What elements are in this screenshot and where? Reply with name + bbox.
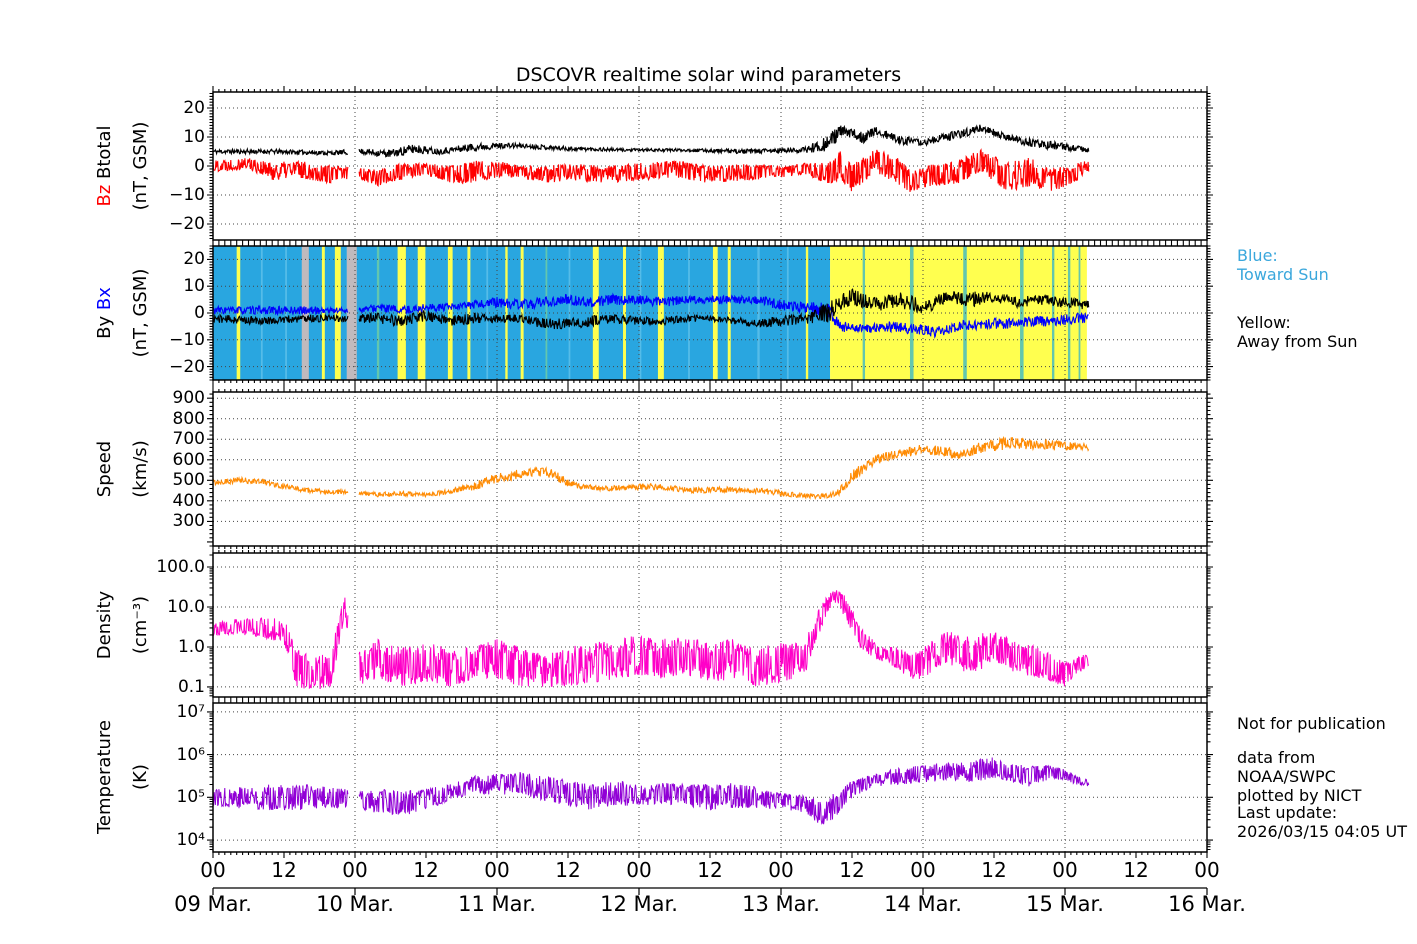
x-hour-label: 12 — [981, 858, 1007, 882]
x-date-label: 09 Mar. — [174, 892, 252, 916]
y-tick-label: 100.0 — [156, 557, 205, 577]
background-stripe — [285, 246, 287, 380]
y-tick-label: −20 — [169, 214, 205, 235]
density-panel — [207, 547, 1213, 703]
x-hour-label: 00 — [626, 858, 652, 882]
x-hour-label: 00 — [910, 858, 936, 882]
y-tick-label: 800 — [172, 408, 205, 429]
x-hour-label: 00 — [484, 858, 510, 882]
x-hour-label: 00 — [200, 858, 226, 882]
x-hour-label: 12 — [839, 858, 865, 882]
background-stripe — [545, 246, 548, 380]
x-date-label: 11 Mar. — [458, 892, 536, 916]
background-stripe — [520, 246, 524, 380]
x-date-label: 10 Mar. — [316, 892, 394, 916]
x-date-label: 16 Mar. — [1168, 892, 1246, 916]
y-tick-label: 10⁴ — [176, 830, 205, 851]
y-tick-label: 10.0 — [167, 596, 205, 617]
background-stripe — [909, 246, 914, 380]
note-not-for-publication: Not for publication — [1237, 714, 1386, 733]
series-density — [213, 590, 1090, 690]
background-stripe — [712, 246, 718, 380]
background-stripe — [346, 246, 357, 380]
y-tick-label: 400 — [172, 490, 205, 511]
magnetic-field-xy-panel — [207, 240, 1213, 386]
x-date-label: 13 Mar. — [742, 892, 820, 916]
y-tick-label: 10 — [183, 276, 205, 297]
background-stripe — [467, 246, 471, 380]
y-tick-label: 600 — [172, 449, 205, 470]
y-tick-label: 10 — [183, 126, 205, 147]
x-date-label: 14 Mar. — [884, 892, 962, 916]
background-stripe — [486, 246, 489, 380]
x-hour-label: 12 — [555, 858, 581, 882]
y-tick-label: 20 — [183, 97, 205, 118]
x-hour-label: 12 — [697, 858, 723, 882]
y-tick-label: 500 — [172, 470, 205, 491]
magnetic-field-panel — [207, 86, 1213, 246]
y-tick-label: 0 — [194, 303, 205, 323]
background-stripe — [447, 246, 453, 380]
series-btotal — [213, 124, 1090, 158]
background-stripe — [236, 246, 241, 380]
chart-title: DSCOVR realtime solar wind parameters — [515, 64, 902, 86]
y-tick-label: −10 — [169, 329, 205, 350]
background-stripe — [321, 246, 325, 380]
x-hour-label: 12 — [413, 858, 439, 882]
background-stripe — [786, 246, 789, 380]
y-tick-label: 300 — [172, 511, 205, 532]
y-tick-label: 10⁷ — [176, 701, 205, 722]
background-stripe — [657, 246, 664, 380]
y-tick-label: 700 — [172, 429, 205, 450]
legend-blue-toward-sun: Blue: Toward Sun — [1237, 246, 1329, 284]
x-hour-label: 00 — [1194, 858, 1220, 882]
x-date-label: 12 Mar. — [600, 892, 678, 916]
y-tick-label: 1.0 — [177, 636, 205, 657]
y-tick-label: 20 — [183, 249, 205, 270]
note-last-update: Last update: 2026/03/15 04:05 UT — [1237, 803, 1407, 841]
background-stripe — [639, 246, 642, 380]
x-hour-label: 00 — [768, 858, 794, 882]
temperature-panel — [207, 697, 1213, 858]
y-tick-label: 0.1 — [177, 676, 205, 697]
y-tick-label: 10⁵ — [176, 787, 205, 808]
background-stripe — [862, 246, 866, 380]
background-stripe — [505, 246, 508, 380]
background-stripe — [805, 246, 809, 380]
note-data-source: data from NOAA/SWPC plotted by NICT — [1237, 748, 1362, 805]
x-hour-label: 12 — [271, 858, 297, 882]
x-hour-label: 00 — [342, 858, 368, 882]
speed-panel — [207, 386, 1213, 552]
date-axis — [212, 887, 1208, 895]
series-temperature — [213, 757, 1090, 825]
x-hour-label: 12 — [1123, 858, 1149, 882]
series-bz — [213, 148, 1090, 192]
legend-yellow-away-from-sun: Yellow: Away from Sun — [1237, 313, 1358, 351]
x-date-label: 15 Mar. — [1026, 892, 1104, 916]
background-stripe — [757, 246, 760, 380]
background-stripe — [623, 246, 626, 380]
series-bx — [213, 292, 1089, 339]
series-by — [213, 288, 1090, 330]
background-stripe — [688, 246, 690, 380]
y-tick-label: −10 — [169, 185, 205, 206]
x-hour-label: 00 — [1052, 858, 1078, 882]
y-tick-label: 0 — [194, 156, 205, 176]
y-tick-label: 10⁶ — [176, 744, 205, 765]
y-tick-label: −20 — [169, 356, 205, 377]
background-stripe — [592, 246, 599, 380]
series-speed — [213, 435, 1090, 500]
y-tick-label: 900 — [172, 388, 205, 409]
background-stripe — [1078, 246, 1081, 380]
